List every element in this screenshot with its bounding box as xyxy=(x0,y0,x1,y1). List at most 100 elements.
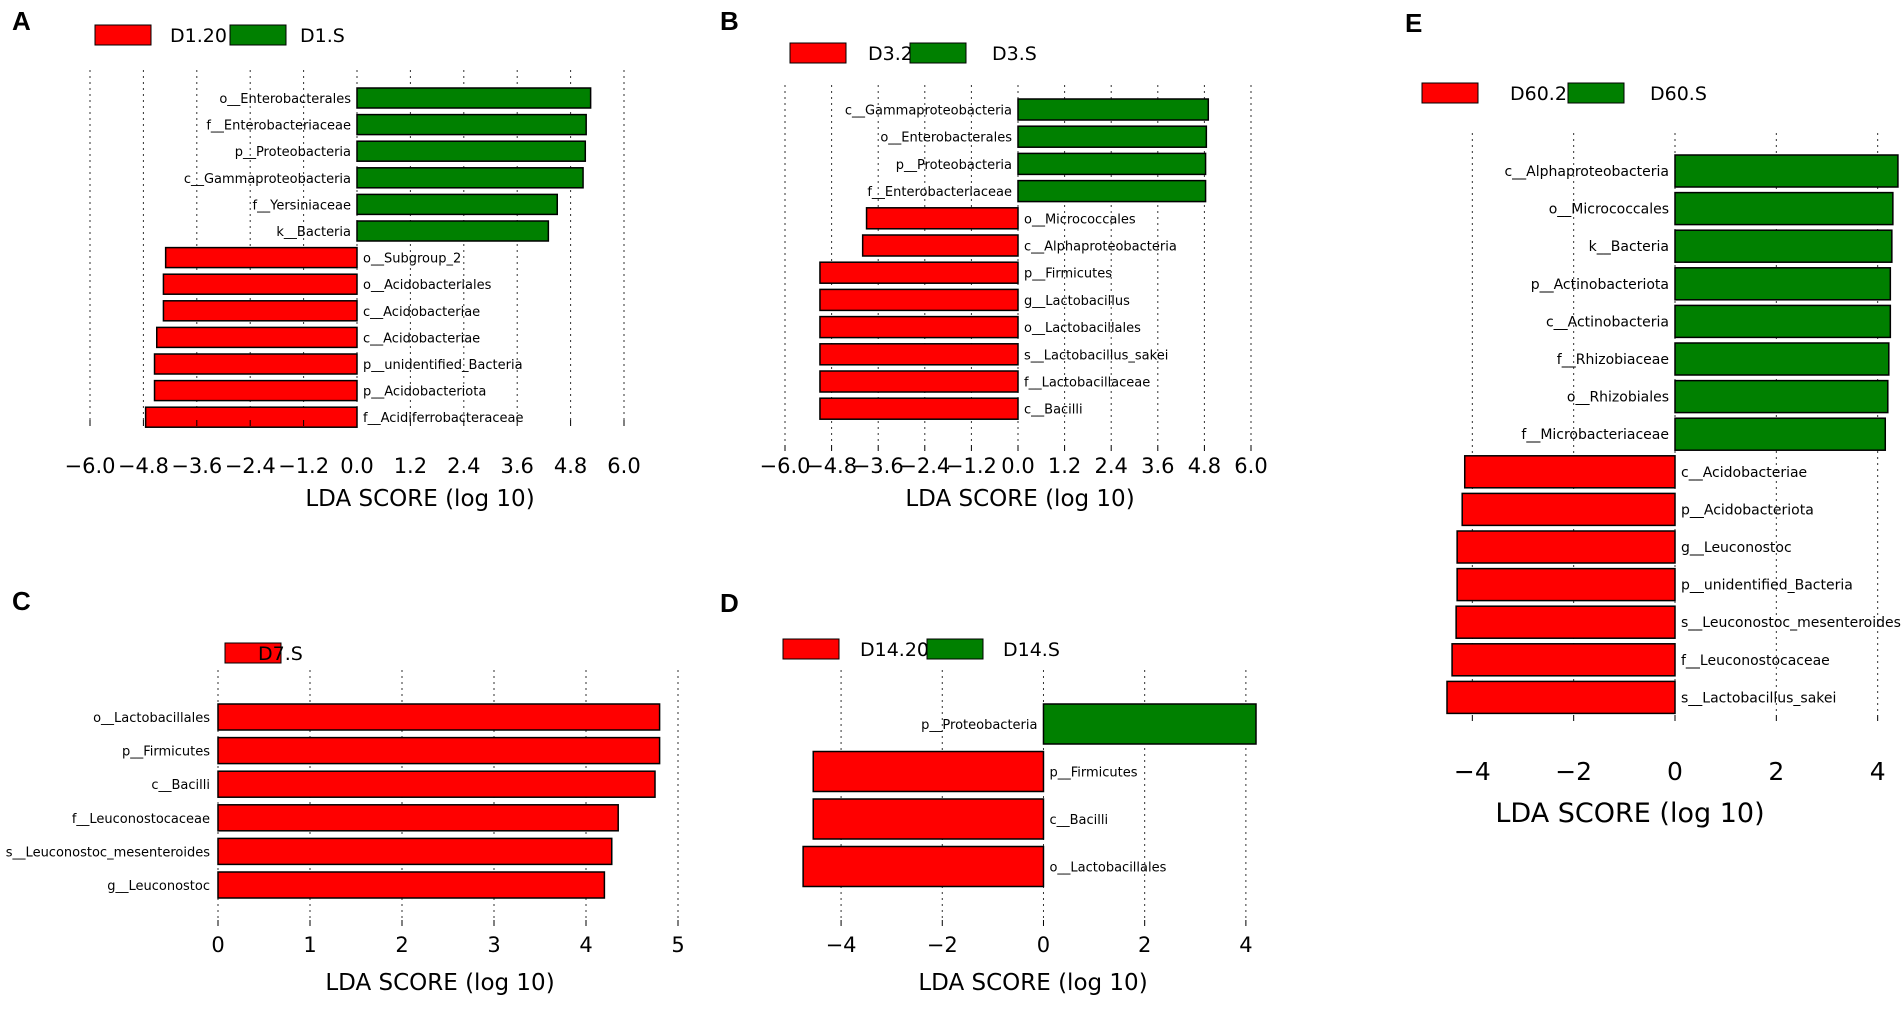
legend-swatch-green xyxy=(926,638,984,660)
category-label: o__Enterobacterales xyxy=(880,131,1012,146)
bar xyxy=(1674,191,1894,226)
tick-label: −6.0 xyxy=(760,454,811,478)
tick-label: 3 xyxy=(487,933,500,957)
category-label: o__Lactobacillales xyxy=(1024,321,1141,336)
bar xyxy=(819,370,1019,393)
tick-label: −2.4 xyxy=(225,454,276,478)
tick-label: 1 xyxy=(303,933,316,957)
category-label: c__Bacilli xyxy=(1024,403,1083,418)
tick-label: 6.0 xyxy=(1234,454,1267,478)
tick-label: 1.2 xyxy=(394,454,427,478)
category-label: g__Leuconostoc xyxy=(1681,540,1792,556)
tick-label: 0 xyxy=(211,933,224,957)
chart-panel-e: E D60.20 D60.S c__Alphaproteobacteria o__Mic… xyxy=(1405,8,1901,829)
category-label: f__Enterobacteriaceae xyxy=(867,185,1012,200)
tick-label: 2.4 xyxy=(447,454,480,478)
bar xyxy=(819,397,1019,420)
panel-letter: B xyxy=(720,6,739,36)
category-label: o__Subgroup_2 xyxy=(363,252,461,267)
bar xyxy=(156,326,358,349)
tick-label: 1.2 xyxy=(1048,454,1081,478)
legend-label: D60.S xyxy=(1650,83,1707,105)
bar xyxy=(217,736,661,765)
bar xyxy=(164,246,358,269)
bar xyxy=(1017,98,1210,121)
x-axis-label: LDA SCORE (log 10) xyxy=(305,486,534,512)
bar xyxy=(356,220,550,242)
bar xyxy=(1674,154,1899,188)
tick-label: −3.6 xyxy=(853,454,904,478)
category-label: s__Leuconostoc_mesenteroides xyxy=(6,845,210,860)
bar xyxy=(1674,229,1893,263)
tick-label: 4.8 xyxy=(1188,454,1221,478)
bar xyxy=(819,261,1019,284)
tick-label: 4 xyxy=(1239,933,1252,957)
bar xyxy=(1017,152,1207,176)
tick-label: 3.6 xyxy=(500,454,533,478)
chart-panel-a: A D1.20 D1.S o__Enterobacterales f__Enteroba… xyxy=(12,6,641,512)
bar xyxy=(356,193,558,216)
category-label: p__Proteobacteria xyxy=(921,718,1037,733)
legend-label: D60.20 xyxy=(1510,83,1579,105)
bar xyxy=(1456,567,1676,602)
tick-label: −4 xyxy=(826,933,857,957)
category-label: c__Alphaproteobacteria xyxy=(1024,240,1177,255)
bar xyxy=(1463,455,1676,489)
tick-label: 4 xyxy=(1870,757,1886,786)
tick-label: 2.4 xyxy=(1094,454,1127,478)
bar xyxy=(1461,492,1676,527)
category-label: f__Microbacteriaceae xyxy=(1521,427,1669,443)
tick-label: 0.0 xyxy=(1001,454,1034,478)
tick-label: −4 xyxy=(1454,757,1491,786)
legend-label: D1.S xyxy=(300,25,345,47)
tick-label: −4.8 xyxy=(806,454,857,478)
legend-label: D14.20 xyxy=(860,639,929,661)
category-label: k__Bacteria xyxy=(1589,239,1669,255)
legend-swatch-red xyxy=(789,42,847,64)
category-label: s__Lactobacillus_sakei xyxy=(1024,348,1168,363)
bar xyxy=(865,207,1019,230)
bar xyxy=(861,234,1019,257)
x-axis-label: LDA SCORE (log 10) xyxy=(325,970,554,996)
chart-panel-d: D D14.20 D14.S p__Proteobacteria p__Firmicut… xyxy=(720,588,1257,996)
legend-swatch-red xyxy=(94,24,152,46)
bar xyxy=(162,273,358,295)
category-label: s__Leuconostoc_mesenteroides xyxy=(1681,615,1901,631)
category-label: g__Lactobacillus xyxy=(1024,294,1130,309)
tick-label: −4.8 xyxy=(118,454,169,478)
bar xyxy=(812,750,1045,793)
category-label: p__Proteobacteria xyxy=(896,158,1012,173)
bar xyxy=(144,406,358,428)
category-label: f__Acidiferrobacteraceae xyxy=(363,411,523,426)
category-label: p__Acidobacteriota xyxy=(363,385,486,400)
category-label: o__Rhizobiales xyxy=(1567,390,1669,406)
category-label: p__Acidobacteriota xyxy=(1681,502,1814,518)
category-label: o__Lactobacillales xyxy=(1049,861,1166,876)
bar xyxy=(1674,417,1887,451)
tick-label: 5 xyxy=(671,933,684,957)
tick-label: 4.8 xyxy=(554,454,587,478)
category-label: p__unidentified_Bacteria xyxy=(363,358,523,373)
panel-letter: C xyxy=(12,586,31,616)
category-label: o__Micrococcales xyxy=(1549,202,1669,218)
category-label: p__unidentified_Bacteria xyxy=(1681,578,1853,594)
panel-letter: A xyxy=(12,6,31,36)
tick-label: 2 xyxy=(1138,933,1151,957)
category-label: p__Firmicutes xyxy=(1049,766,1137,781)
bar xyxy=(217,770,656,798)
tick-label: −2 xyxy=(1555,757,1592,786)
legend-swatch-red xyxy=(782,638,840,660)
tick-label: 4 xyxy=(579,933,592,957)
bar xyxy=(819,315,1019,339)
legend-swatch-red xyxy=(224,642,282,664)
chart-panel-c: C D7.S o__Lactobacillales p__Firmicutes c__B… xyxy=(6,586,685,996)
bar xyxy=(217,804,619,832)
legend-label: D14.S xyxy=(1003,639,1060,661)
category-label: f__Lactobacillaceae xyxy=(1024,376,1150,391)
bar xyxy=(1017,125,1208,148)
bar xyxy=(1456,530,1676,564)
tick-label: −3.6 xyxy=(171,454,222,478)
tick-label: 2 xyxy=(1768,757,1784,786)
tick-label: 2 xyxy=(395,933,408,957)
bar xyxy=(1674,304,1892,339)
